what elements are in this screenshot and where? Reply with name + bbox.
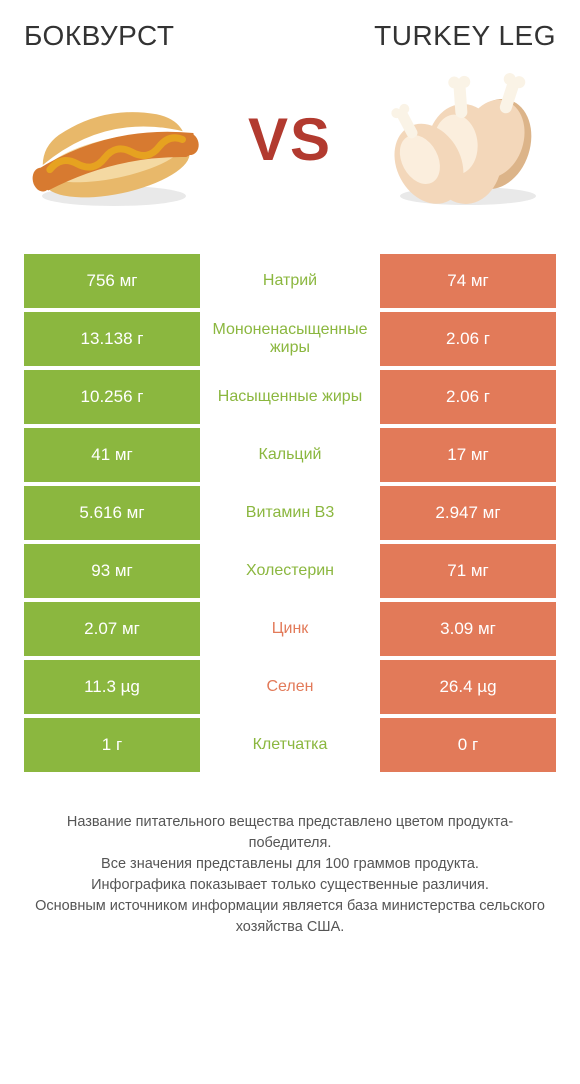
footnote: Название питательного вещества представл…	[24, 812, 556, 938]
footnote-line: Название питательного вещества представл…	[30, 812, 550, 854]
value-right: 74 мг	[380, 254, 556, 308]
nutrient-label: Насыщенные жиры	[200, 370, 380, 424]
table-row: 10.256 гНасыщенные жиры2.06 г	[24, 370, 556, 424]
turkey-leg-icon	[376, 64, 556, 214]
nutrient-label: Селен	[200, 660, 380, 714]
table-row: 5.616 мгВитамин B32.947 мг	[24, 486, 556, 540]
value-left: 41 мг	[24, 428, 200, 482]
table-row: 13.138 гМононенасыщенные жиры2.06 г	[24, 312, 556, 366]
value-right: 71 мг	[380, 544, 556, 598]
table-row: 93 мгХолестерин71 мг	[24, 544, 556, 598]
title-left: БОКВУРСТ	[24, 20, 174, 52]
illustration-left	[24, 64, 204, 214]
titles-row: БОКВУРСТ TURKEY LEG	[24, 20, 556, 52]
nutrient-label: Цинк	[200, 602, 380, 656]
value-right: 2.947 мг	[380, 486, 556, 540]
value-left: 1 г	[24, 718, 200, 772]
value-left: 13.138 г	[24, 312, 200, 366]
value-left: 10.256 г	[24, 370, 200, 424]
table-row: 1 гКлетчатка0 г	[24, 718, 556, 772]
vs-row: VS	[24, 64, 556, 214]
footnote-line: Все значения представлены для 100 граммо…	[30, 854, 550, 875]
value-left: 756 мг	[24, 254, 200, 308]
value-right: 2.06 г	[380, 312, 556, 366]
table-row: 756 мгНатрий74 мг	[24, 254, 556, 308]
table-row: 2.07 мгЦинк3.09 мг	[24, 602, 556, 656]
vs-label: VS	[248, 105, 332, 174]
table-row: 11.3 µgСелен26.4 µg	[24, 660, 556, 714]
value-right: 17 мг	[380, 428, 556, 482]
title-right: TURKEY LEG	[374, 20, 556, 52]
value-left: 5.616 мг	[24, 486, 200, 540]
infographic-page: БОКВУРСТ TURKEY LEG	[0, 0, 580, 966]
value-right: 2.06 г	[380, 370, 556, 424]
nutrient-label: Мононенасыщенные жиры	[200, 312, 380, 366]
value-left: 2.07 мг	[24, 602, 200, 656]
value-right: 26.4 µg	[380, 660, 556, 714]
nutrient-label: Кальций	[200, 428, 380, 482]
value-right: 0 г	[380, 718, 556, 772]
footnote-line: Основным источником информации является …	[30, 896, 550, 938]
nutrient-label: Витамин B3	[200, 486, 380, 540]
comparison-table: 756 мгНатрий74 мг13.138 гМононенасыщенны…	[24, 254, 556, 776]
nutrient-label: Клетчатка	[200, 718, 380, 772]
bockwurst-icon	[24, 64, 204, 214]
table-row: 41 мгКальций17 мг	[24, 428, 556, 482]
nutrient-label: Натрий	[200, 254, 380, 308]
value-left: 11.3 µg	[24, 660, 200, 714]
nutrient-label: Холестерин	[200, 544, 380, 598]
value-left: 93 мг	[24, 544, 200, 598]
illustration-right	[376, 64, 556, 214]
value-right: 3.09 мг	[380, 602, 556, 656]
footnote-line: Инфографика показывает только существенн…	[30, 875, 550, 896]
